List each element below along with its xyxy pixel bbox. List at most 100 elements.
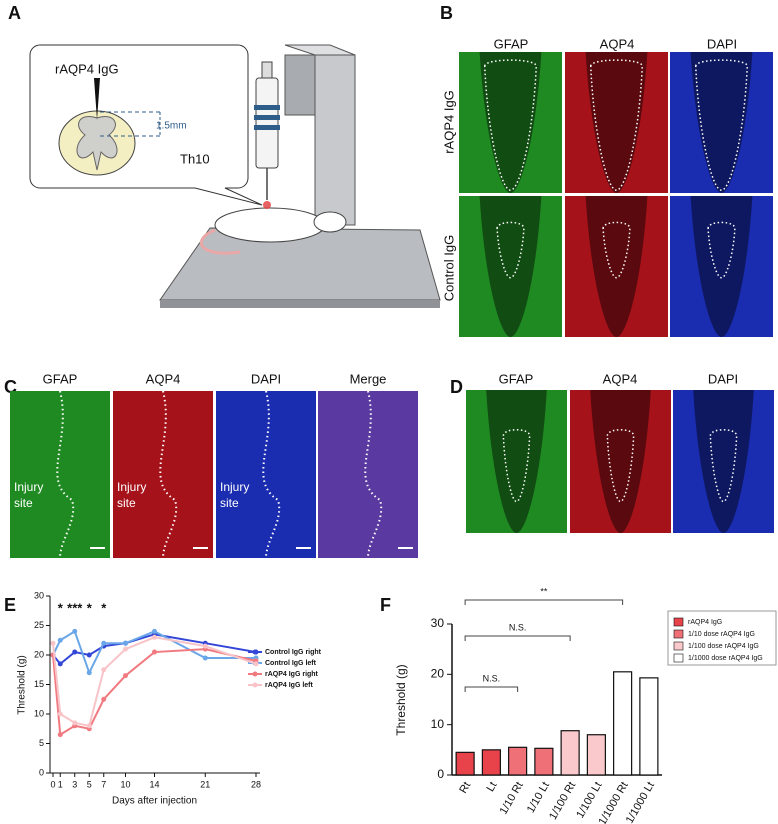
bar <box>639 677 659 776</box>
significance: * <box>87 600 93 615</box>
injury-border <box>159 390 178 559</box>
site-label: site <box>220 496 239 510</box>
injection-needle <box>94 78 100 120</box>
legend-label: 1/10 dose rAQP4 IgG <box>688 631 755 638</box>
y-tick-label: 30 <box>34 590 44 600</box>
column-header: AQP4 <box>146 371 181 386</box>
y-axis-label: Threshold (g) <box>17 655 28 714</box>
bracket <box>464 635 571 641</box>
y-tick-label: 20 <box>34 649 44 659</box>
bracket-label: ** <box>540 586 548 596</box>
micrograph <box>673 390 774 533</box>
column-header: GFAP <box>499 371 534 386</box>
data-point <box>101 667 107 673</box>
depth-label: 1.5mm <box>156 121 187 132</box>
bracket <box>464 686 519 692</box>
x-tick-label: 14 <box>149 779 159 789</box>
data-point <box>86 652 92 658</box>
significance: * <box>58 600 64 615</box>
micrograph <box>113 391 213 558</box>
column-header: DAPI <box>708 371 738 386</box>
data-point <box>57 711 63 717</box>
data-point <box>50 640 56 646</box>
tissue-region <box>585 52 648 193</box>
data-point <box>202 655 208 661</box>
tissue-region <box>479 196 542 337</box>
stand-arm <box>284 54 316 116</box>
y-tick-label: 15 <box>34 679 44 689</box>
site-label: Injury <box>14 480 43 494</box>
level-label: Th10 <box>180 151 210 166</box>
y-tick-label: 30 <box>431 616 445 630</box>
legend-label: Control IgG right <box>265 649 322 656</box>
legend-swatch <box>673 629 684 639</box>
column-header: AQP4 <box>603 371 638 386</box>
row-label: rAQP4 IgG <box>441 90 456 154</box>
micrograph <box>570 390 671 533</box>
column-header: DAPI <box>707 36 737 51</box>
micrograph <box>318 391 418 558</box>
micrograph <box>459 196 562 337</box>
tissue-region <box>590 390 651 533</box>
micrograph <box>670 52 773 193</box>
bar <box>481 749 501 776</box>
injection-spot <box>263 201 271 209</box>
plunger <box>261 61 273 79</box>
injury-border <box>262 390 281 559</box>
y-tick-label: 0 <box>437 767 444 781</box>
injection-label: rAQP4 IgG <box>55 61 119 76</box>
tissue-region <box>479 52 542 193</box>
y-tick-label: 10 <box>34 708 44 718</box>
syringe-ring <box>254 115 280 120</box>
lesion-outline <box>589 59 644 191</box>
y-tick-label: 10 <box>431 717 445 731</box>
site-label: Injury <box>117 480 146 494</box>
legend-swatch <box>252 682 258 688</box>
data-point <box>123 646 128 652</box>
syringe-ring <box>254 125 280 130</box>
legend-label: rAQP4 IgG left <box>265 682 314 689</box>
data-point <box>202 643 208 649</box>
lesion-outline <box>694 59 749 191</box>
legend-box <box>667 610 777 666</box>
column-header: GFAP <box>494 36 529 51</box>
bar <box>586 734 606 776</box>
x-tick-label: 3 <box>72 779 77 789</box>
data-point <box>101 640 107 646</box>
x-tick-label: Lt <box>485 780 500 794</box>
bracket-label: N.S. <box>483 673 501 683</box>
x-tick-label: Rt <box>457 780 473 796</box>
data-point <box>123 673 128 679</box>
legend-label: 1/100 dose rAQP4 IgG <box>688 643 759 650</box>
bar <box>508 746 528 776</box>
micrograph <box>10 391 110 558</box>
significance: * <box>101 600 107 615</box>
data-point <box>152 628 157 634</box>
y-tick-label: 25 <box>34 620 44 630</box>
injury-border <box>364 390 383 559</box>
micrograph <box>466 390 567 533</box>
legend-swatch <box>673 641 684 651</box>
legend-swatch <box>673 617 684 627</box>
data-point <box>57 637 63 643</box>
bracket-label: N.S. <box>509 622 527 632</box>
site-label: Injury <box>220 480 249 494</box>
data-point <box>72 628 78 634</box>
lesion-outline <box>606 429 635 503</box>
lesion-outline <box>502 429 531 503</box>
tissue-region <box>690 196 753 337</box>
injury-border <box>56 390 75 559</box>
series-line <box>52 648 257 737</box>
legend-label: rAQP4 IgG <box>688 619 722 626</box>
syringe-ring <box>254 105 280 110</box>
stand <box>314 54 356 226</box>
bar <box>455 751 475 776</box>
site-label: site <box>117 496 136 510</box>
y-tick-label: 5 <box>39 738 44 748</box>
column-header: Merge <box>350 371 387 386</box>
data-point <box>86 723 92 729</box>
significance: *** <box>67 600 83 615</box>
data-point <box>57 732 63 738</box>
micrograph <box>670 196 773 337</box>
